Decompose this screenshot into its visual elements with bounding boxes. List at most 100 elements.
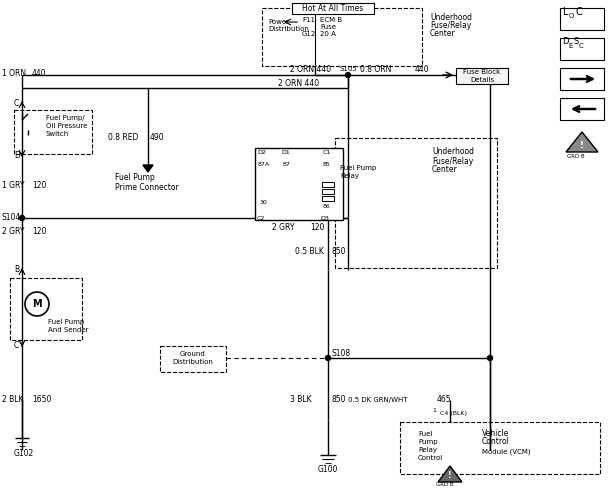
Text: 440: 440 — [32, 68, 47, 78]
Bar — [400, 422, 600, 474]
Bar — [322, 182, 334, 187]
Text: C: C — [14, 99, 19, 107]
Text: 30: 30 — [260, 200, 268, 204]
Text: Relay: Relay — [340, 173, 359, 179]
Text: GRD B: GRD B — [567, 154, 585, 159]
Text: E: E — [568, 43, 572, 49]
Text: ECM B: ECM B — [320, 17, 342, 23]
Text: O: O — [569, 13, 574, 19]
Text: 20 A: 20 A — [320, 31, 336, 37]
Text: Relay: Relay — [418, 447, 437, 453]
Text: 0.5 BLK: 0.5 BLK — [295, 247, 324, 257]
Text: Fuse Block
Details: Fuse Block Details — [463, 69, 501, 82]
Text: Power: Power — [268, 19, 289, 25]
Text: 86: 86 — [323, 204, 331, 209]
Text: Fuse/Relay: Fuse/Relay — [432, 157, 473, 165]
Text: Pump: Pump — [418, 439, 437, 445]
Text: 85: 85 — [323, 163, 331, 167]
Text: Fuel Pump/: Fuel Pump/ — [46, 115, 84, 121]
Bar — [456, 68, 508, 84]
Text: G12: G12 — [302, 31, 316, 37]
Bar — [560, 98, 604, 120]
Text: 0.8 RED: 0.8 RED — [108, 134, 139, 142]
Text: S104: S104 — [2, 214, 21, 223]
Text: 120: 120 — [32, 227, 46, 237]
Text: And Sender: And Sender — [48, 327, 89, 333]
Polygon shape — [438, 466, 462, 482]
Text: Fuel Pump: Fuel Pump — [340, 165, 376, 171]
Bar — [322, 189, 334, 194]
Circle shape — [487, 355, 493, 361]
Text: 3 BLK: 3 BLK — [290, 395, 312, 405]
Bar — [322, 196, 334, 201]
Text: 850: 850 — [332, 247, 346, 257]
Text: Hot At All Times: Hot At All Times — [302, 4, 363, 13]
Text: G100: G100 — [318, 466, 338, 474]
Text: 120: 120 — [32, 181, 46, 189]
Text: Fuse: Fuse — [320, 24, 336, 30]
Text: L: L — [563, 7, 569, 17]
Text: 465: 465 — [437, 395, 452, 405]
Text: Fuel Pump: Fuel Pump — [115, 174, 155, 183]
Text: Fuel Pump: Fuel Pump — [48, 319, 84, 325]
Text: Oil Pressure: Oil Pressure — [46, 123, 87, 129]
Text: GRD B: GRD B — [436, 483, 453, 488]
Text: 2 ORN 440: 2 ORN 440 — [290, 64, 331, 74]
Text: D: D — [562, 38, 569, 46]
Text: Distribution: Distribution — [172, 359, 213, 365]
Circle shape — [325, 355, 331, 361]
Text: D3: D3 — [320, 216, 329, 221]
Text: Distribution: Distribution — [268, 26, 309, 32]
Bar — [255, 148, 343, 220]
Bar — [560, 68, 604, 90]
Text: Underhood: Underhood — [430, 14, 472, 22]
Text: G102: G102 — [14, 449, 34, 459]
Text: Vehicle: Vehicle — [482, 429, 509, 439]
Bar — [14, 110, 92, 154]
Text: Center: Center — [430, 29, 456, 39]
Text: 0.8 ORN: 0.8 ORN — [360, 64, 391, 74]
Text: 440: 440 — [415, 64, 429, 74]
Text: Center: Center — [432, 165, 458, 175]
Text: C4 (BLK): C4 (BLK) — [440, 411, 467, 416]
Text: Prime Connector: Prime Connector — [115, 183, 179, 191]
Text: !: ! — [448, 471, 452, 481]
Text: 1650: 1650 — [32, 395, 51, 405]
Text: 2 ORN 440: 2 ORN 440 — [278, 79, 319, 87]
Text: 87: 87 — [283, 163, 291, 167]
Text: Control: Control — [482, 438, 510, 447]
Text: 1 ORN: 1 ORN — [2, 68, 26, 78]
Polygon shape — [566, 132, 598, 152]
Text: 850: 850 — [332, 395, 346, 405]
Bar — [560, 8, 604, 30]
Text: B: B — [14, 265, 19, 274]
Text: F11: F11 — [302, 17, 315, 23]
Text: D1: D1 — [281, 150, 290, 156]
Circle shape — [20, 216, 25, 221]
Text: 0.5 DK GRN/WHT: 0.5 DK GRN/WHT — [348, 397, 408, 403]
Bar — [262, 8, 422, 66]
Text: 1: 1 — [432, 407, 436, 412]
Text: D2: D2 — [257, 150, 266, 156]
Bar — [160, 346, 226, 372]
Text: Module (VCM): Module (VCM) — [482, 449, 530, 455]
Text: C: C — [14, 341, 19, 349]
Text: 1 GRY: 1 GRY — [2, 181, 25, 189]
Text: 490: 490 — [150, 134, 164, 142]
Bar — [292, 3, 374, 14]
Text: !: ! — [580, 141, 584, 149]
Text: S108: S108 — [331, 349, 350, 359]
Text: 2 BLK: 2 BLK — [2, 395, 23, 405]
Bar — [560, 38, 604, 60]
Text: 120: 120 — [310, 224, 325, 232]
Text: 2 GRY: 2 GRY — [272, 224, 294, 232]
Circle shape — [346, 73, 351, 78]
Text: S105: S105 — [340, 66, 358, 72]
Text: Switch: Switch — [46, 131, 69, 137]
Bar — [10, 278, 82, 340]
Text: Fuel: Fuel — [418, 431, 432, 437]
Text: C: C — [575, 7, 582, 17]
Text: C: C — [579, 43, 584, 49]
Bar — [335, 138, 497, 268]
Text: D: D — [14, 150, 20, 160]
